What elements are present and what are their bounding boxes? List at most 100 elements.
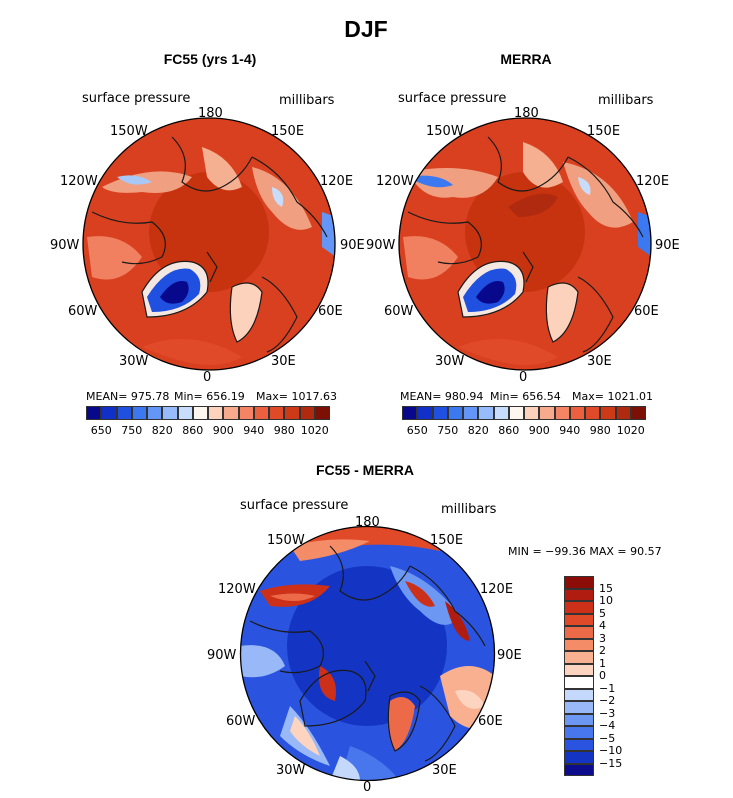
- colorbar-tick-label: −10: [599, 744, 623, 757]
- colorbar-swatch: [564, 676, 594, 689]
- colorbar-tick-label: 15: [599, 581, 613, 595]
- colorbar-tick-label: 750: [437, 424, 459, 437]
- lon-label-90e: 90E: [497, 648, 522, 663]
- colorbar-tick-label: 2: [599, 644, 606, 657]
- lon-label-90e: 90E: [655, 238, 680, 253]
- lon-label-0: 0: [519, 370, 528, 385]
- colorbar-tick-label: 650: [406, 424, 428, 437]
- colorbar-tick-label: 3: [599, 631, 606, 645]
- lon-label-90w: 90W: [366, 238, 396, 253]
- colorbar-tick-label: 940: [559, 424, 581, 437]
- polar-map-fc55: [82, 117, 336, 371]
- colorbar-swatch: [131, 406, 147, 420]
- max-value: Max= 1021.01: [572, 390, 653, 403]
- colorbar-swatch: [564, 688, 594, 701]
- colorbar-swatch: [478, 406, 494, 420]
- lon-label-30e: 30E: [271, 354, 296, 369]
- colorbar-swatch: [564, 588, 594, 601]
- colorbar-swatch: [223, 406, 239, 420]
- coastlines: [249, 545, 486, 762]
- high-pressure-core: [508, 193, 558, 217]
- colorbar-swatch: [86, 406, 102, 420]
- colorbar-fc55: [86, 406, 330, 420]
- colorbar-swatch: [564, 713, 594, 726]
- colorbar-tick-label: 980: [273, 424, 295, 437]
- colorbar-swatch: [630, 406, 646, 420]
- colorbar-tick-label: −4: [599, 719, 616, 732]
- colorbar-swatch: [101, 406, 117, 420]
- colorbar-swatch: [432, 406, 448, 420]
- colorbar-tick-label: 10: [599, 594, 613, 607]
- colorbar-swatch: [564, 701, 594, 714]
- colorbar-tick-label: 860: [498, 424, 520, 437]
- colorbar-swatch: [284, 406, 300, 420]
- colorbar-swatch: [564, 576, 594, 589]
- colorbar-swatch: [208, 406, 224, 420]
- colorbar-tick-label: 750: [121, 424, 143, 437]
- lon-label-60w: 60W: [68, 304, 98, 319]
- polar-map-merra: [398, 117, 652, 371]
- colorbar-swatch: [564, 726, 594, 739]
- colorbar-tick-label: 980: [589, 424, 611, 437]
- colorbar-tick-label: 820: [151, 424, 173, 437]
- max-value: Max= 1017.63: [256, 390, 337, 403]
- colorbar-swatch: [447, 406, 463, 420]
- polar-map-difference: [239, 525, 496, 782]
- colorbar-swatch: [564, 613, 594, 626]
- colorbar-swatch: [493, 406, 509, 420]
- lon-label-90w: 90W: [50, 238, 80, 253]
- mean-value: MEAN= 980.94: [400, 390, 484, 403]
- colorbar-swatch: [569, 406, 585, 420]
- variable-label: surface pressure: [398, 91, 507, 106]
- lon-label-30e: 30E: [432, 763, 457, 778]
- mean-value: MEAN= 975.78: [86, 390, 170, 403]
- colorbar-swatch: [564, 738, 594, 751]
- lon-label-150e: 150E: [430, 533, 464, 548]
- colorbar-swatch: [600, 406, 616, 420]
- lon-label-30w: 30W: [276, 763, 306, 778]
- lon-label-120w: 120W: [218, 582, 256, 597]
- lon-label-60w: 60W: [384, 304, 414, 319]
- colorbar-swatch: [116, 406, 132, 420]
- coastlines: [407, 136, 644, 353]
- colorbar-tick-label: 650: [90, 424, 112, 437]
- coastlines: [91, 136, 328, 353]
- colorbar-tick-label: 1020: [300, 424, 329, 437]
- colorbar-swatch: [564, 626, 594, 639]
- colorbar-swatch: [564, 651, 594, 664]
- colorbar-swatch: [564, 601, 594, 614]
- colorbar-swatch: [417, 406, 433, 420]
- figure-title: DJF: [344, 16, 388, 42]
- lon-label-60e: 60E: [478, 714, 503, 729]
- lon-label-120e: 120E: [480, 582, 514, 597]
- lon-label-150e: 150E: [271, 124, 305, 139]
- colorbar-tick-label: 0: [599, 669, 606, 682]
- colorbar-swatch: [508, 406, 524, 420]
- colorbar-swatch: [253, 406, 269, 420]
- colorbar-difference: [564, 576, 594, 776]
- colorbar-swatch: [314, 406, 330, 420]
- lon-label-120w: 120W: [60, 174, 98, 189]
- colorbar-swatch: [564, 638, 594, 651]
- min-value: Min= 656.19: [174, 390, 245, 403]
- lon-label-0: 0: [363, 780, 372, 795]
- lon-label-30w: 30W: [119, 354, 149, 369]
- colorbar-swatch: [564, 751, 594, 764]
- lon-label-0: 0: [203, 370, 212, 385]
- lon-label-30e: 30E: [587, 354, 612, 369]
- lon-label-90e: 90E: [340, 238, 365, 253]
- colorbar-tick-label: 900: [212, 424, 234, 437]
- colorbar-tick-label: −3: [599, 706, 616, 720]
- colorbar-swatch: [564, 663, 594, 676]
- colorbar-swatch: [463, 406, 479, 420]
- colorbar-tick-label: −1: [599, 681, 616, 695]
- units-label: millibars: [441, 502, 497, 517]
- colorbar-swatch: [147, 406, 163, 420]
- lon-label-180: 180: [355, 515, 380, 530]
- units-label: millibars: [598, 93, 654, 108]
- variable-label: surface pressure: [240, 498, 349, 513]
- units-label: millibars: [279, 93, 335, 108]
- lon-label-120e: 120E: [320, 174, 354, 189]
- lon-label-120w: 120W: [376, 174, 414, 189]
- lon-label-180: 180: [514, 106, 539, 121]
